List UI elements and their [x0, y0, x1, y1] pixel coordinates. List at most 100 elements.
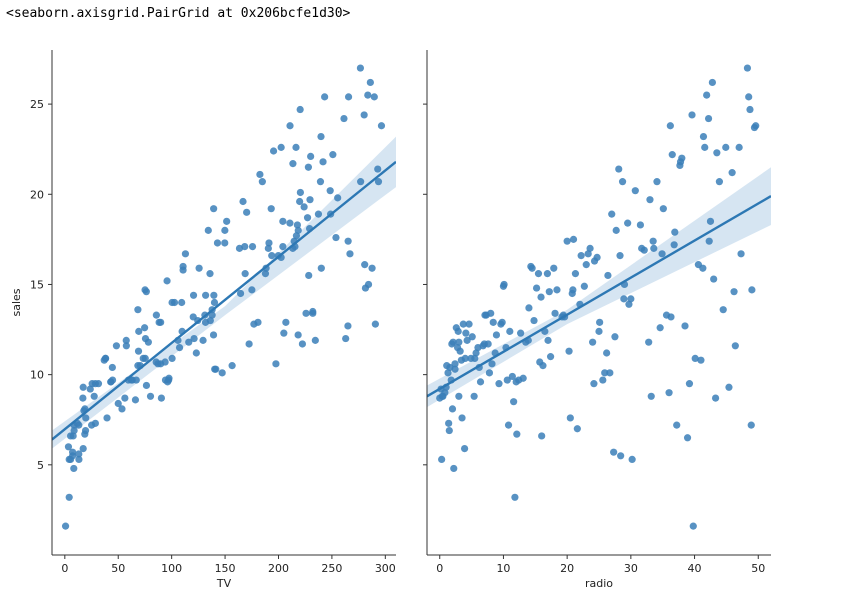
- data-point: [636, 221, 645, 229]
- data-point: [577, 252, 585, 260]
- data-point: [612, 226, 620, 234]
- data-point: [646, 196, 654, 204]
- data-point: [210, 298, 219, 307]
- data-point: [448, 405, 457, 413]
- data-point: [479, 342, 487, 350]
- data-point: [344, 237, 352, 245]
- data-point: [195, 264, 203, 272]
- data-point: [504, 421, 513, 429]
- data-point: [459, 320, 467, 328]
- data-point: [91, 419, 99, 427]
- data-point: [142, 381, 151, 390]
- data-point: [206, 316, 214, 325]
- data-point: [279, 217, 287, 225]
- data-point: [277, 143, 285, 151]
- data-point: [438, 455, 446, 464]
- data-point: [708, 78, 716, 87]
- data-point: [128, 376, 136, 384]
- data-point: [456, 347, 464, 355]
- data-point: [314, 210, 323, 218]
- data-point: [506, 327, 514, 335]
- data-point: [481, 311, 489, 319]
- data-point: [596, 318, 604, 326]
- data-point: [551, 309, 559, 317]
- data-point: [305, 271, 313, 280]
- data-point: [212, 365, 220, 373]
- data-point: [122, 342, 130, 350]
- data-point: [443, 362, 451, 370]
- data-point: [134, 306, 142, 314]
- data-point: [590, 380, 598, 388]
- data-point: [530, 316, 538, 325]
- data-point: [192, 349, 200, 357]
- data-point: [210, 291, 218, 299]
- data-point: [298, 340, 307, 348]
- data-point: [134, 347, 143, 355]
- data-point: [699, 264, 707, 272]
- data-point: [731, 342, 739, 350]
- data-point: [601, 369, 609, 377]
- data-point: [571, 270, 580, 278]
- data-point: [449, 338, 457, 346]
- data-point: [146, 392, 155, 400]
- data-point: [265, 239, 273, 247]
- data-point: [209, 331, 218, 339]
- data-point: [364, 280, 373, 289]
- x-tick-label: 150: [215, 562, 236, 575]
- data-point: [69, 448, 77, 456]
- data-point: [487, 309, 495, 317]
- x-tick-label: 0: [61, 562, 68, 575]
- data-point: [101, 354, 110, 363]
- data-point: [697, 356, 705, 364]
- data-point: [470, 392, 478, 400]
- data-point: [492, 331, 501, 339]
- data-point: [455, 338, 463, 346]
- data-point: [296, 197, 304, 206]
- data-point: [61, 522, 70, 530]
- data-point: [267, 205, 275, 213]
- data-point: [357, 178, 365, 186]
- data-point: [346, 250, 354, 258]
- data-point: [546, 353, 555, 361]
- x-tick-label: 0: [436, 562, 443, 575]
- data-point: [157, 394, 165, 402]
- x-tick-label: 30: [624, 562, 638, 575]
- data-point: [206, 270, 214, 278]
- data-point: [317, 264, 325, 272]
- data-point: [243, 208, 251, 216]
- data-point: [79, 394, 87, 402]
- data-point: [261, 270, 270, 278]
- data-point: [586, 244, 594, 252]
- data-point: [624, 219, 632, 227]
- data-point: [671, 228, 679, 236]
- data-point: [706, 217, 715, 225]
- data-point: [374, 165, 382, 173]
- data-point: [489, 318, 497, 326]
- data-point: [485, 369, 494, 377]
- data-point: [189, 291, 198, 299]
- data-point: [75, 450, 83, 458]
- y-tick-label: 10: [30, 369, 44, 382]
- data-point: [728, 169, 736, 177]
- data-point: [292, 232, 301, 240]
- data-point: [223, 217, 231, 225]
- data-point: [460, 444, 469, 453]
- data-point: [289, 160, 297, 168]
- data-point: [218, 369, 226, 377]
- data-point: [451, 365, 459, 373]
- data-point: [185, 338, 193, 346]
- data-point: [152, 358, 160, 366]
- data-point: [157, 318, 165, 326]
- data-point: [510, 398, 518, 406]
- data-point: [210, 205, 218, 213]
- regression-line: [52, 160, 396, 441]
- data-point: [676, 161, 684, 170]
- data-point: [747, 421, 755, 429]
- data-point: [628, 455, 636, 464]
- data-point: [565, 347, 573, 355]
- data-point: [465, 320, 473, 328]
- data-point: [569, 286, 577, 294]
- data-point: [141, 324, 149, 332]
- data-point: [550, 264, 558, 272]
- data-point: [82, 414, 90, 422]
